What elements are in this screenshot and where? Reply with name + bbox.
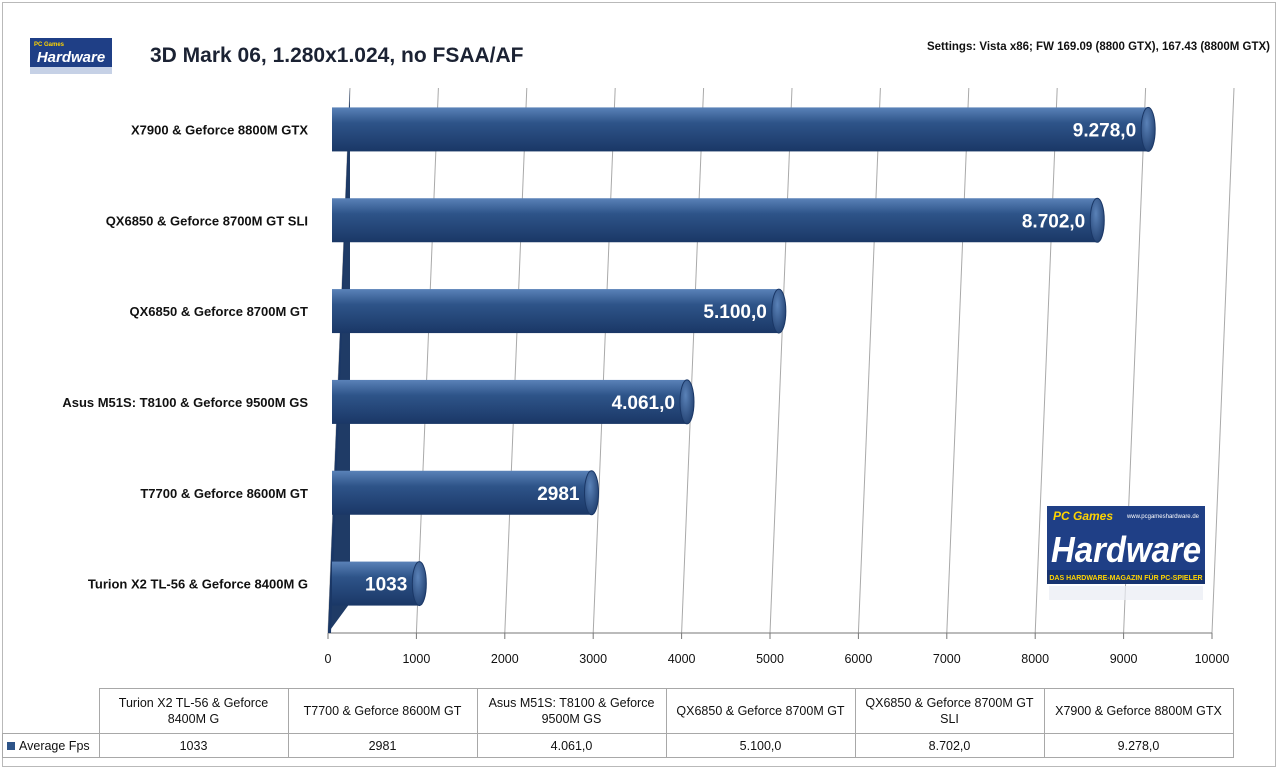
table-header-cell: T7700 & Geforce 8600M GT xyxy=(287,688,478,734)
pcgh-logo-small: PC Games Hardware xyxy=(30,38,112,74)
logo-small-word: Hardware xyxy=(37,49,105,66)
category-labels: Turion X2 TL-56 & Geforce 8400M G T7700 &… xyxy=(62,122,308,591)
category-label: T7700 & Geforce 8600M GT xyxy=(140,486,308,501)
tick-label: 4000 xyxy=(668,652,696,666)
table-row-label: Average Fps xyxy=(2,733,100,758)
legend-key-icon xyxy=(7,742,15,751)
table-cell: 2981 xyxy=(287,733,478,758)
bar xyxy=(332,379,695,425)
bar xyxy=(332,197,1105,243)
tick-label: 7000 xyxy=(933,652,961,666)
grid-line xyxy=(681,87,705,634)
table-header-cell: QX6850 & Geforce 8700M GT SLI xyxy=(854,688,1045,734)
grid-line xyxy=(592,87,616,634)
grid-line xyxy=(504,87,528,634)
tick-label: 5000 xyxy=(756,652,784,666)
tick-label: 1000 xyxy=(402,652,430,666)
tick-labels: 0 1000 2000 3000 4000 5000 6000 7000 8000 9000 100… xyxy=(325,652,1230,666)
category-label: Asus M51S: T8100 & Geforce 9500M GS xyxy=(62,395,308,410)
legend-label: Average Fps xyxy=(19,738,90,753)
table-cell: 8.702,0 xyxy=(854,733,1045,758)
settings-note: Settings: Vista x86; FW 169.09 (8800 GTX… xyxy=(926,41,1270,53)
table-header-row: Turion X2 TL-56 & Geforce 8400M G T7700 … xyxy=(2,688,1234,734)
table-header-cell: QX6850 & Geforce 8700M GT xyxy=(665,688,856,734)
bar-value-label: 5.100,0 xyxy=(703,302,766,323)
grid-line xyxy=(415,87,439,634)
grid-line xyxy=(1034,87,1058,634)
bar-value-label: 9.278,0 xyxy=(1073,120,1136,141)
tick-label: 10000 xyxy=(1195,652,1230,666)
table-cell: 1033 xyxy=(98,733,289,758)
tick-label: 0 xyxy=(325,652,332,666)
table-corner xyxy=(2,688,100,734)
category-label: QX6850 & Geforce 8700M GT xyxy=(130,304,309,319)
tick-label: 2000 xyxy=(491,652,519,666)
table-cell: 9.278,0 xyxy=(1043,733,1234,758)
bar-value-label: 2981 xyxy=(537,484,580,505)
table-cell: 4.061,0 xyxy=(476,733,667,758)
tick-label: 6000 xyxy=(844,652,872,666)
bar-value-label: 1033 xyxy=(365,575,407,596)
grid-line xyxy=(769,87,793,634)
table-cell: 5.100,0 xyxy=(665,733,856,758)
logo-big-tagline: DAS HARDWARE-MAGAZIN FÜR PC-SPIELER xyxy=(1049,573,1202,582)
tick-label: 3000 xyxy=(579,652,607,666)
chart-title: 3D Mark 06, 1.280x1.024, no FSAA/AF xyxy=(150,44,524,67)
grid-line xyxy=(946,87,970,634)
grid-line xyxy=(857,87,881,634)
table-header-cell: X7900 & Geforce 8800M GTX xyxy=(1043,688,1234,734)
bar xyxy=(332,561,427,607)
logo-big-url: www.pcgameshardware.de xyxy=(1126,514,1200,520)
table-header-cell: Asus M51S: T8100 & Geforce 9500M GS xyxy=(476,688,667,734)
bar xyxy=(332,470,600,516)
bar xyxy=(332,106,1156,152)
logo-big-word: Hardware xyxy=(1051,529,1201,570)
category-label: X7900 & Geforce 8800M GTX xyxy=(131,122,308,137)
category-label: QX6850 & Geforce 8700M GT SLI xyxy=(106,213,308,228)
table-row: Average Fps 1033 2981 4.061,0 5.100,0 8.… xyxy=(2,733,1234,758)
grid-line xyxy=(1211,87,1235,634)
pcgh-logo-large: PC Games www.pcgameshardware.de Hardware… xyxy=(1047,506,1205,600)
category-label: Turion X2 TL-56 & Geforce 8400M G xyxy=(88,577,308,592)
tick-label: 9000 xyxy=(1110,652,1138,666)
tick-label: 8000 xyxy=(1021,652,1049,666)
logo-big-top: PC Games xyxy=(1053,509,1113,523)
bar xyxy=(332,288,787,334)
data-table: Turion X2 TL-56 & Geforce 8400M G T7700 … xyxy=(2,688,1234,758)
bar-chart: 1033 2981 4.061,0 5.100,0 8.702,0 9.278,0 Tur… xyxy=(62,87,1235,666)
bar-value-label: 4.061,0 xyxy=(612,393,675,414)
table-header-cell: Turion X2 TL-56 & Geforce 8400M G xyxy=(98,688,289,734)
logo-small-top: PC Games xyxy=(34,42,65,48)
bars: 1033 2981 4.061,0 5.100,0 8.702,0 9.278,0 xyxy=(332,106,1156,607)
bar-value-label: 8.702,0 xyxy=(1022,211,1085,232)
